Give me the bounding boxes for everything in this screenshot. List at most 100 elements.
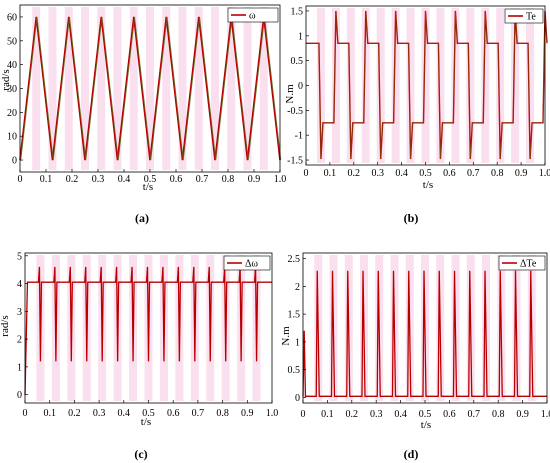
x-tick-label: 0.2 xyxy=(348,168,361,179)
shade-band xyxy=(421,8,430,163)
panel-b: 0 0.1 0.2 0.3 0.4 0.5 0.6 0.7 0.8 0.9 1.0 -1.5 -1 -0.… xyxy=(284,5,550,225)
y-tick-label: 1 xyxy=(295,337,300,348)
panel-c-caption: (c) xyxy=(134,447,147,461)
shade-band xyxy=(466,8,475,163)
shade-band xyxy=(361,8,370,163)
x-tick-label: 0.8 xyxy=(216,408,229,419)
shade-band xyxy=(211,7,219,170)
series-line xyxy=(302,270,547,397)
legend-label: ω xyxy=(249,11,256,22)
y-tick-label: 5 xyxy=(17,251,22,262)
shade-band xyxy=(178,7,187,170)
x-tick-label: 0.8 xyxy=(222,174,235,185)
x-tick-label: 0.8 xyxy=(491,168,504,179)
shade-band xyxy=(81,7,89,170)
shade-band xyxy=(64,7,73,170)
shade-band xyxy=(146,7,154,170)
legend-box xyxy=(223,255,271,271)
x-tick-label: 0.6 xyxy=(443,409,456,420)
x-tick-label: 0.9 xyxy=(515,168,528,179)
shade-band xyxy=(32,7,41,170)
shade-band xyxy=(316,8,325,163)
shade-band xyxy=(511,8,520,163)
x-tick-label: 0.3 xyxy=(370,409,383,420)
y-tick-label: 2 xyxy=(17,335,22,346)
panel-b-caption: (b) xyxy=(404,211,419,225)
series-line-overlay xyxy=(20,16,282,161)
y-tick-label: 1 xyxy=(17,362,22,373)
y-tick-label: 60 xyxy=(7,12,17,23)
y-tick-label: 0 xyxy=(298,81,303,92)
y-tick-label: 30 xyxy=(7,84,17,95)
legend: ω xyxy=(227,7,279,23)
y-tick-label: 0.5 xyxy=(291,56,304,67)
x-tick-label: 0.8 xyxy=(492,409,505,420)
y-tick-label: 0 xyxy=(17,390,22,401)
shade-band xyxy=(259,7,268,170)
panel-d-caption: (d) xyxy=(404,447,419,461)
series-line-overlay xyxy=(306,10,548,160)
x-tick-label: 0.7 xyxy=(468,409,481,420)
shade-band xyxy=(376,8,385,163)
legend-label: Δω xyxy=(245,259,258,270)
shade-bands xyxy=(316,8,535,163)
y-tick-label: 3 xyxy=(17,307,22,318)
y-tick-label: 0.5 xyxy=(288,365,301,376)
shade-band xyxy=(436,8,445,163)
panel-a-caption: (a) xyxy=(135,211,149,225)
x-tick-label: 0.3 xyxy=(92,174,105,185)
y-tick-label: -1.5 xyxy=(287,156,303,167)
x-tick-label: 0.1 xyxy=(321,409,334,420)
panel-b-plot-area: 0 0.1 0.2 0.3 0.4 0.5 0.6 0.7 0.8 0.9 1.0 -1.5 -1 -0.… xyxy=(287,5,550,179)
y-tick-label: 0 xyxy=(295,393,300,404)
panel-d-xlabel: t/s xyxy=(421,419,431,431)
shade-band xyxy=(243,7,252,170)
shade-bands xyxy=(32,7,268,170)
x-tick-label: 0.4 xyxy=(118,174,131,185)
panel-d-plot-area: 0 0.1 0.2 0.3 0.4 0.5 0.6 0.7 0.8 0.9 1.0 0 0.5 1 1.5 2… xyxy=(288,252,550,420)
panel-a: 0 0.1 0.2 0.3 0.4 0.5 0.6 0.7 0.8 0.9 1.0 0 10 20 30 40… xyxy=(0,4,287,225)
legend-label: ΔTe xyxy=(520,259,537,270)
shade-band xyxy=(113,7,122,170)
x-tick-label: 0.7 xyxy=(192,408,205,419)
x-tick-label: 0.7 xyxy=(196,174,209,185)
x-tick-label: 0.4 xyxy=(118,408,131,419)
x-tick-label: 0.3 xyxy=(93,408,106,419)
legend: Te xyxy=(504,8,544,24)
y-tick-label: 10 xyxy=(7,132,17,143)
x-tick-label: 0.4 xyxy=(395,168,408,179)
panel-d: 0 0.1 0.2 0.3 0.4 0.5 0.6 0.7 0.8 0.9 1.0 0 0.5 1 1.5 2… xyxy=(280,252,550,461)
legend-box xyxy=(504,8,544,24)
x-tick-label: 0.5 xyxy=(419,168,432,179)
x-tick-label: 0.9 xyxy=(248,174,261,185)
x-tick-label: 0.9 xyxy=(516,409,529,420)
x-tick-label: 0.7 xyxy=(467,168,480,179)
x-tick-label: 0.5 xyxy=(144,174,157,185)
legend-box xyxy=(227,7,279,23)
shade-band xyxy=(481,8,490,163)
y-tick-label: 2 xyxy=(295,282,300,293)
shade-band xyxy=(451,8,460,163)
x-tick-label: 0 xyxy=(18,174,23,185)
panel-a-ylabel: rad/s xyxy=(0,69,12,90)
x-tick-label: 0.5 xyxy=(419,409,432,420)
x-tick-label: 0.6 xyxy=(443,168,456,179)
x-tick-label: 1.0 xyxy=(274,174,287,185)
panel-b-ylabel: N.m xyxy=(284,84,296,104)
x-tick-label: 0.2 xyxy=(346,409,359,420)
x-tick-label: 1.0 xyxy=(266,408,279,419)
panel-c-plot-area: 0 0.1 0.2 0.3 0.4 0.5 0.6 0.7 0.8 0.9 1.0 0 1 2 3 4 5 Δω xyxy=(17,251,278,419)
shade-band xyxy=(496,8,505,163)
shade-band xyxy=(391,8,400,163)
x-tick-label: 0.1 xyxy=(43,408,56,419)
shade-band xyxy=(97,7,106,170)
series-line xyxy=(24,266,272,395)
y-tick-label: 1.5 xyxy=(291,6,304,17)
panel-c-ylabel: rad/s xyxy=(0,315,11,336)
shade-band xyxy=(526,8,535,163)
x-tick-label: 0 xyxy=(304,168,309,179)
shade-band xyxy=(129,7,138,170)
x-tick-label: 0.6 xyxy=(170,174,183,185)
shade-band xyxy=(406,8,415,163)
y-tick-label: 40 xyxy=(7,60,17,71)
